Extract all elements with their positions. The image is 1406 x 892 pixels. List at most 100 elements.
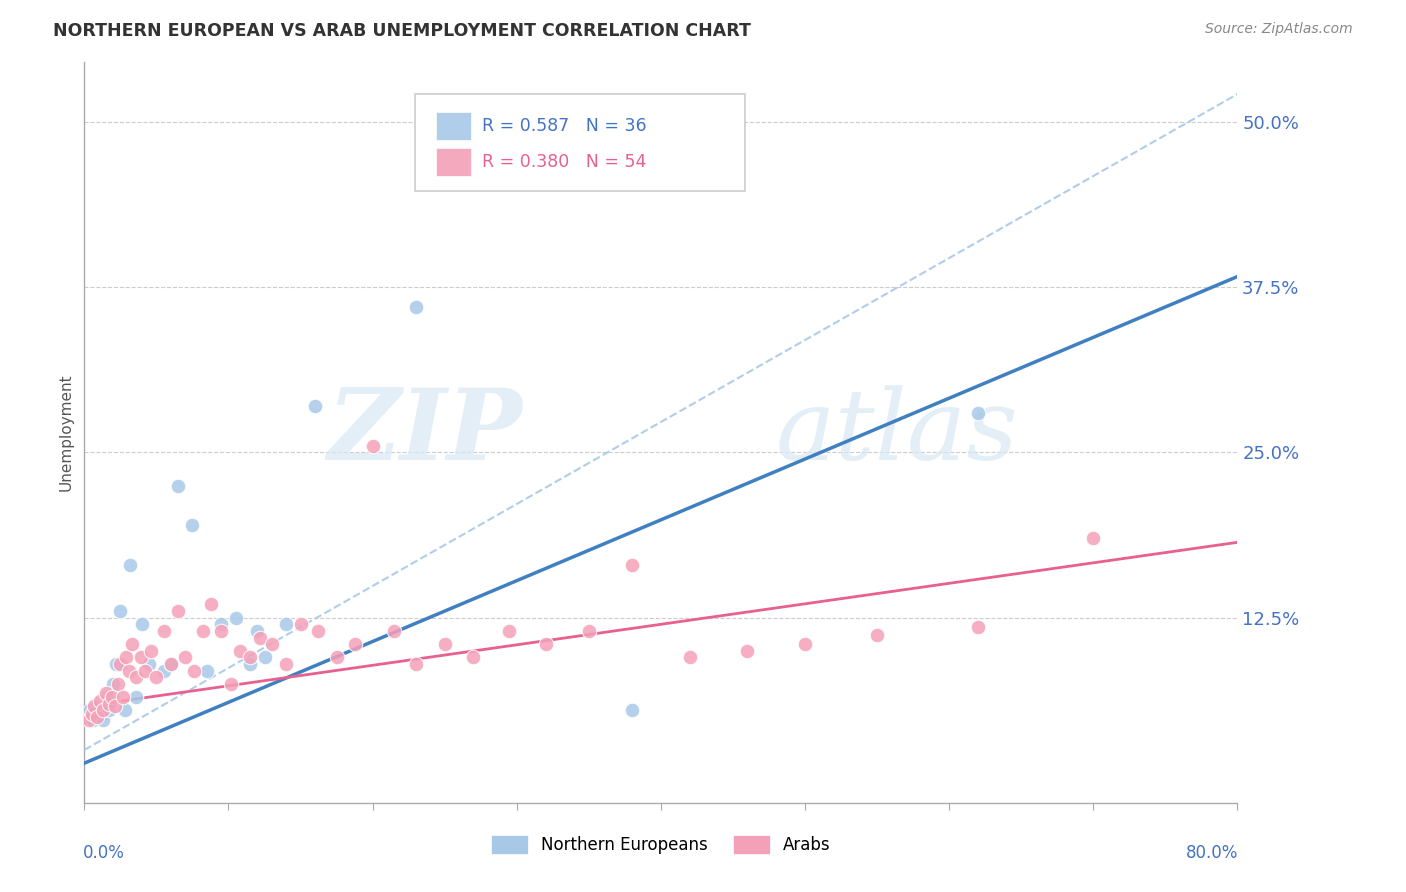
Text: ZIP: ZIP <box>328 384 523 481</box>
Point <box>167 478 190 492</box>
Point <box>110 657 132 671</box>
Point <box>621 558 644 572</box>
Point <box>139 644 162 658</box>
Point <box>145 670 167 684</box>
Point <box>260 637 283 651</box>
Point <box>91 703 114 717</box>
Point <box>405 657 427 671</box>
Point <box>90 707 112 722</box>
Text: 80.0%: 80.0% <box>1187 844 1239 862</box>
Point <box>183 664 205 678</box>
Point <box>534 637 557 651</box>
Point <box>794 637 817 651</box>
Point <box>229 644 252 658</box>
Point <box>97 703 120 717</box>
Point <box>98 694 121 708</box>
Point <box>131 617 153 632</box>
Point <box>361 439 384 453</box>
Point <box>96 690 118 704</box>
Point <box>83 699 105 714</box>
Legend: Northern Europeans, Arabs: Northern Europeans, Arabs <box>485 829 837 861</box>
Point <box>174 650 197 665</box>
Point <box>138 657 160 671</box>
Point <box>87 710 110 724</box>
Point <box>91 713 114 727</box>
Point <box>304 399 326 413</box>
Point <box>84 707 107 722</box>
Point <box>77 713 100 727</box>
Point <box>209 624 232 638</box>
Point <box>103 677 124 691</box>
Point <box>86 697 108 711</box>
Point <box>152 664 174 678</box>
Point <box>125 690 148 704</box>
Point <box>1083 532 1105 546</box>
Point <box>737 644 759 658</box>
Point <box>115 650 138 665</box>
Point <box>79 703 101 717</box>
Point <box>94 686 117 700</box>
Text: 0.0%: 0.0% <box>83 844 125 862</box>
Text: Source: ZipAtlas.com: Source: ZipAtlas.com <box>1205 22 1353 37</box>
Point <box>107 677 129 691</box>
Point <box>94 699 117 714</box>
Point <box>249 631 271 645</box>
Point <box>86 710 108 724</box>
Point <box>118 664 141 678</box>
Point <box>93 697 115 711</box>
Text: R = 0.587   N = 36: R = 0.587 N = 36 <box>482 117 647 135</box>
Point <box>307 624 329 638</box>
Point <box>181 518 204 533</box>
Point <box>104 699 127 714</box>
Point <box>120 558 142 572</box>
Point <box>382 624 405 638</box>
Point <box>239 650 262 665</box>
Point <box>129 650 152 665</box>
FancyBboxPatch shape <box>415 94 745 191</box>
Point <box>325 650 347 665</box>
Point <box>276 657 298 671</box>
Point <box>276 617 298 632</box>
Point <box>100 690 122 704</box>
Text: NORTHERN EUROPEAN VS ARAB UNEMPLOYMENT CORRELATION CHART: NORTHERN EUROPEAN VS ARAB UNEMPLOYMENT C… <box>53 22 751 40</box>
Point <box>110 604 132 618</box>
Point <box>152 624 174 638</box>
Point <box>967 406 990 420</box>
Point <box>253 650 276 665</box>
FancyBboxPatch shape <box>436 147 471 176</box>
Point <box>621 703 644 717</box>
Point <box>160 657 183 671</box>
Point <box>239 657 262 671</box>
Text: atlas: atlas <box>776 385 1019 480</box>
Point <box>89 699 111 714</box>
Point <box>125 670 148 684</box>
Point <box>82 713 104 727</box>
Point <box>209 617 232 632</box>
Y-axis label: Unemployment: Unemployment <box>58 374 73 491</box>
Point <box>433 637 456 651</box>
Point <box>89 694 111 708</box>
Point <box>134 664 156 678</box>
Point <box>80 707 103 722</box>
Point <box>225 611 247 625</box>
Point <box>679 650 702 665</box>
Point <box>221 677 243 691</box>
Point <box>105 657 128 671</box>
Point <box>246 624 269 638</box>
Point <box>405 300 427 314</box>
Point <box>121 637 143 651</box>
Text: R = 0.380   N = 54: R = 0.380 N = 54 <box>482 153 647 170</box>
Point <box>114 703 136 717</box>
Point <box>290 617 312 632</box>
Point <box>160 657 183 671</box>
FancyBboxPatch shape <box>436 112 471 140</box>
Point <box>112 690 135 704</box>
Point <box>498 624 520 638</box>
Point <box>191 624 214 638</box>
Point <box>195 664 218 678</box>
Point <box>167 604 190 618</box>
Point <box>463 650 485 665</box>
Point <box>344 637 367 651</box>
Point <box>578 624 600 638</box>
Point <box>97 697 120 711</box>
